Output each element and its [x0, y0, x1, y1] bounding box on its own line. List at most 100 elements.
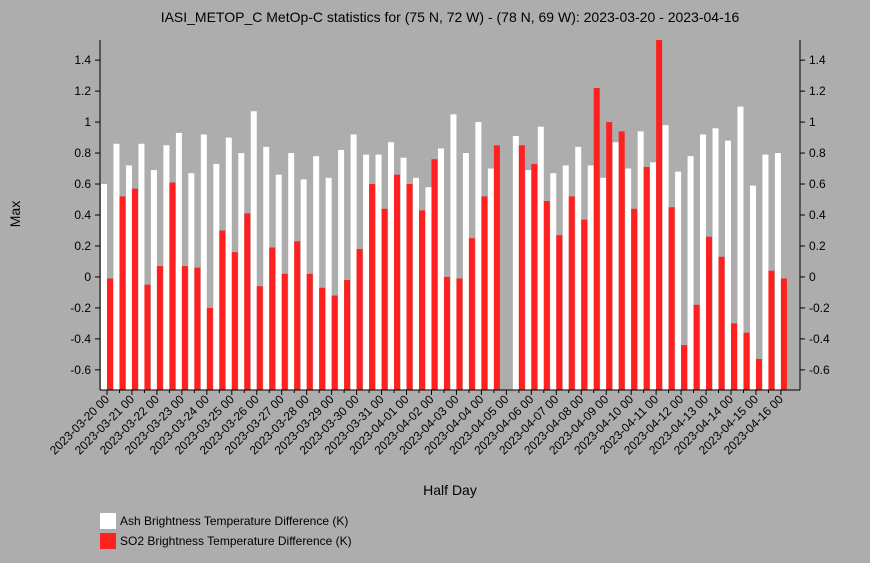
chart-title: IASI_METOP_C MetOp-C statistics for (75 … — [161, 9, 740, 25]
bar — [200, 134, 207, 390]
bar — [294, 241, 301, 390]
y-axis-label: Max — [7, 201, 23, 227]
bar — [700, 134, 707, 390]
bar — [275, 174, 282, 390]
bar — [413, 177, 419, 390]
bar — [181, 266, 188, 390]
bar — [381, 208, 388, 390]
legend-swatch — [100, 533, 116, 549]
bar — [319, 287, 326, 390]
bar — [113, 143, 120, 390]
y2-tick-label: -0.6 — [809, 363, 830, 377]
bar — [525, 170, 532, 390]
y-tick-label: 1.2 — [74, 84, 91, 98]
y-tick-label: 1.4 — [74, 53, 91, 67]
bar — [593, 88, 600, 390]
bar — [250, 111, 257, 390]
bar — [394, 174, 401, 390]
bar — [581, 219, 588, 390]
y2-tick-label: 0.6 — [809, 177, 826, 191]
bar — [406, 184, 413, 390]
bar — [150, 170, 157, 390]
bar — [462, 153, 469, 390]
bar — [107, 278, 113, 390]
bar — [706, 236, 713, 390]
bar — [256, 286, 263, 390]
x-axis-label: Half Day — [423, 482, 477, 498]
bar — [600, 177, 607, 390]
bar — [425, 187, 432, 390]
y-tick-label: 0.4 — [74, 208, 91, 222]
bar — [156, 266, 163, 390]
bar — [662, 125, 669, 390]
bar — [163, 145, 170, 390]
bar — [119, 196, 126, 390]
bar — [238, 153, 245, 390]
y2-tick-label: 0 — [809, 270, 816, 284]
y2-tick-label: 0.4 — [809, 208, 826, 222]
bar — [269, 247, 276, 390]
y2-tick-label: 1 — [809, 115, 816, 129]
bar — [618, 131, 625, 390]
bar — [531, 163, 538, 390]
bar — [575, 146, 582, 390]
y2-tick-label: -0.2 — [809, 301, 830, 315]
bar — [369, 184, 376, 390]
bar — [263, 146, 270, 390]
bar — [350, 134, 357, 390]
y-tick-label: 0.6 — [74, 177, 91, 191]
bar — [231, 252, 238, 390]
bar — [300, 179, 307, 390]
legend-label: SO2 Brightness Temperature Difference (K… — [120, 534, 352, 548]
y-tick-label: -0.6 — [70, 363, 91, 377]
bar — [431, 159, 438, 390]
y2-tick-label: 0.2 — [809, 239, 826, 253]
y-tick-label: 0 — [84, 270, 91, 284]
legend-swatch — [100, 513, 116, 529]
bar — [456, 278, 463, 390]
bar — [437, 148, 444, 390]
bar — [344, 280, 351, 390]
y2-tick-label: 0.8 — [809, 146, 826, 160]
y-tick-label: -0.2 — [70, 301, 91, 315]
bar — [306, 273, 313, 390]
bar — [468, 238, 475, 390]
bar — [225, 137, 232, 390]
bar — [693, 304, 700, 390]
bar — [681, 345, 688, 390]
bar — [388, 142, 395, 390]
bar — [213, 163, 220, 390]
bar — [169, 182, 176, 390]
bar — [668, 207, 675, 390]
bar — [631, 208, 638, 390]
y2-tick-label: -0.4 — [809, 332, 830, 346]
bar — [731, 323, 737, 390]
bar — [637, 131, 644, 390]
bar — [712, 128, 719, 390]
bar — [612, 142, 619, 390]
bar — [656, 40, 663, 390]
bar — [419, 210, 425, 390]
bar — [338, 149, 345, 390]
bar — [131, 188, 138, 390]
bar — [543, 201, 550, 390]
legend-label: Ash Brightness Temperature Difference (K… — [120, 514, 348, 528]
bar — [768, 270, 775, 390]
bar — [537, 126, 544, 390]
bar — [562, 165, 569, 390]
bar — [101, 184, 107, 390]
bar — [755, 359, 762, 390]
bar — [475, 122, 482, 390]
bar — [587, 165, 594, 390]
bar — [219, 230, 226, 390]
bar — [737, 106, 744, 390]
bar — [400, 157, 407, 390]
bar — [363, 154, 370, 390]
bar — [518, 145, 525, 390]
bar — [138, 143, 145, 390]
bar — [188, 173, 195, 390]
bar — [625, 168, 632, 390]
bar — [743, 332, 750, 390]
bar — [762, 154, 769, 390]
